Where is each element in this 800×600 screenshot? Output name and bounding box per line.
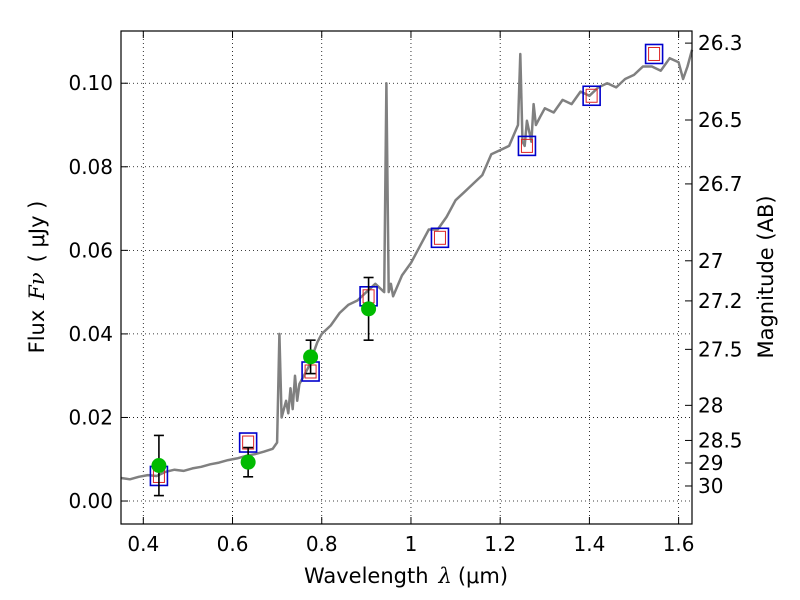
y-tick-label: 0.06 — [68, 238, 113, 262]
model-point-box — [430, 227, 450, 249]
y2-tick-label: 28.5 — [698, 428, 743, 452]
model-point-inner — [648, 46, 661, 61]
model-point-box — [644, 43, 664, 65]
plot-frame — [120, 30, 693, 525]
y2-tick-label: 28 — [698, 393, 723, 417]
x-tick-label: 0.4 — [127, 532, 159, 556]
observed-point — [151, 458, 167, 474]
y2-tick-label: 27.2 — [698, 289, 743, 313]
x-tick-label: 1.2 — [484, 532, 516, 556]
y2-tick-label: 27 — [698, 249, 723, 273]
observed-point — [361, 301, 377, 317]
y-tick-label: 0.00 — [68, 489, 113, 513]
model-point-box — [582, 85, 601, 107]
x-tick-label: 1 — [405, 532, 418, 556]
model-point-inner — [585, 88, 598, 103]
x-tick-label: 1.4 — [573, 532, 605, 556]
observed-point — [303, 349, 319, 365]
y-tick-label: 0.08 — [68, 155, 113, 179]
observed-point — [240, 454, 256, 470]
tick-labels: 0.4 0.6 0.8 1 1.2 1.4 1.6 0.00 0.02 0.04 0.06 0.08 0… — [68, 31, 742, 556]
y-tick-label: 0.02 — [68, 405, 113, 429]
x-tick-label: 1.6 — [663, 532, 695, 556]
x-tick-label: 0.6 — [217, 532, 249, 556]
y-tick-label: 0.10 — [68, 71, 113, 95]
model-point-inner — [520, 138, 533, 153]
y2-axis-title: Magnitude (AB) — [754, 195, 778, 358]
model-point-box — [517, 135, 537, 157]
observed-photometry-series — [151, 276, 377, 497]
y-tick-label: 0.04 — [68, 322, 113, 346]
y2-tick-label: 26.3 — [698, 31, 743, 55]
y2-tick-label: 26.7 — [698, 172, 743, 196]
y2-tick-label: 30 — [698, 474, 723, 498]
axis-ticks — [121, 31, 692, 524]
y2-tick-label: 27.5 — [698, 337, 743, 361]
x-tick-label: 0.8 — [306, 532, 338, 556]
y-axis-title: FluxFν( μJy ) — [25, 201, 49, 354]
y2-tick-label: 29 — [698, 451, 723, 475]
x-axis-title: Wavelength λ (μm) — [304, 564, 508, 588]
y2-tick-label: 26.5 — [698, 108, 743, 132]
model-point-inner — [433, 230, 446, 245]
